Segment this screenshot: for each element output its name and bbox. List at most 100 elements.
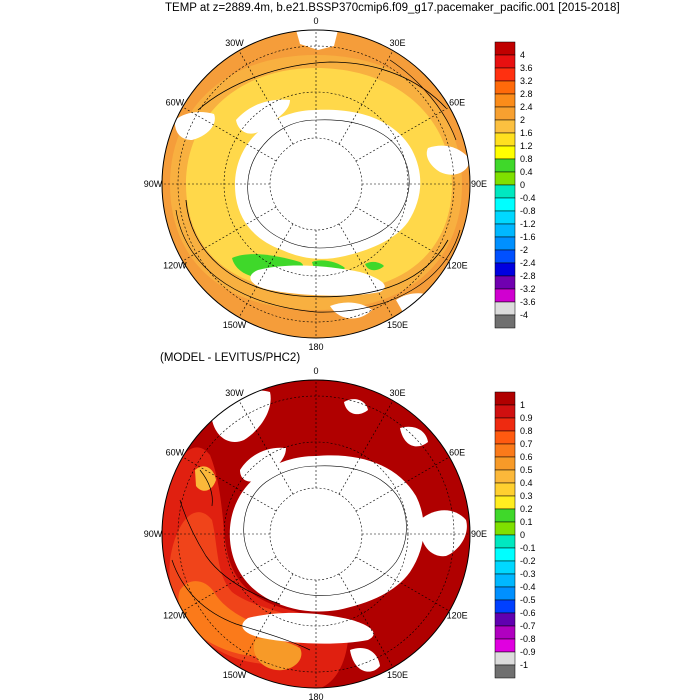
colorbar-swatch	[494, 482, 516, 497]
colorbar-label: 2	[520, 115, 525, 125]
colorbar-swatch	[494, 534, 516, 549]
colorbar-label: 0.3	[520, 491, 533, 501]
colorbar-swatch	[494, 521, 516, 536]
longitude-label: 30W	[225, 388, 244, 398]
meridian-line	[355, 556, 450, 612]
bottom-meridians	[162, 380, 470, 688]
colorbar-label: 0.8	[520, 426, 533, 436]
colorbar-swatch	[494, 184, 516, 199]
longitude-label: 180	[308, 342, 323, 352]
colorbar-swatch	[494, 391, 516, 406]
longitude-label: 60W	[166, 448, 185, 458]
colorbar-swatch	[494, 197, 516, 212]
colorbar-swatch	[494, 314, 516, 329]
colorbar-swatch	[494, 586, 516, 601]
colorbar-swatch	[494, 145, 516, 160]
meridian-line	[338, 223, 394, 318]
colorbar-label: 0.8	[520, 154, 533, 164]
longitude-label: 60E	[449, 98, 465, 108]
meridian-line	[238, 223, 294, 318]
meridian-line	[238, 400, 294, 495]
colorbar-swatch	[494, 80, 516, 95]
colorbar-swatch	[494, 599, 516, 614]
colorbar-label: -4	[520, 310, 528, 320]
colorbar-swatch	[494, 456, 516, 471]
colorbar-swatch	[494, 275, 516, 290]
meridian-line	[338, 50, 394, 145]
bottom-contour-line	[199, 469, 213, 507]
colorbar-label: 0.4	[520, 478, 533, 488]
antarctica-land	[229, 455, 424, 612]
colorbar-label: -0.4	[520, 582, 536, 592]
colorbar-swatch	[494, 119, 516, 134]
bottom-colorbar: 1 0.9 0.8 0.7 0.6 0.5 0.4 0.3 0.2 0.1 0 -0.1 -0.2 -0.…	[494, 391, 536, 679]
colorbar-swatch	[494, 625, 516, 640]
colorbar-swatch	[494, 651, 516, 666]
bottom-land-mask	[350, 647, 380, 672]
colorbar-label: 0.1	[520, 517, 533, 527]
top-polar-map: 0 30E 60E 90E 120E 150E 180 150W 120W 90W 60W 30W	[144, 16, 487, 352]
colorbar-label: -0.8	[520, 206, 536, 216]
colorbar-label: -0.2	[520, 556, 536, 566]
colorbar-label: -0.7	[520, 621, 536, 631]
longitude-label: 60W	[166, 98, 185, 108]
top-land-mask	[174, 112, 215, 140]
colorbar-label: 0.2	[520, 504, 533, 514]
top-land-mask	[296, 30, 338, 50]
longitude-label: 150W	[223, 670, 247, 680]
colorbar-swatch	[494, 495, 516, 510]
colorbar-label: 0.9	[520, 413, 533, 423]
bottom-map-border	[161, 379, 471, 689]
top-contour-line	[185, 199, 449, 298]
meridian-line	[355, 456, 450, 512]
meridian-line	[182, 456, 277, 512]
colorbar-label: 0	[520, 180, 525, 190]
colorbar-swatch	[494, 469, 516, 484]
longitude-label: 180	[308, 692, 323, 700]
longitude-label: 60E	[449, 448, 465, 458]
colorbar-label: -0.1	[520, 543, 536, 553]
colorbar-swatch	[494, 560, 516, 575]
longitude-label: 120E	[447, 261, 468, 271]
colorbar-label: -0.3	[520, 569, 536, 579]
colorbar-label: -2	[520, 245, 528, 255]
colorbar-swatch	[494, 288, 516, 303]
colorbar-swatch	[494, 67, 516, 82]
bottom-polar-map: 0 30E 60E 90E 120E 150E 180 150W 120W 90W 60W 30W	[144, 366, 487, 700]
antarctica-shelf	[242, 612, 374, 644]
colorbar-swatch	[494, 443, 516, 458]
colorbar-label: 2.8	[520, 89, 533, 99]
longitude-label: 0	[313, 366, 318, 376]
colorbar-swatch	[494, 664, 516, 679]
longitude-label: 150E	[387, 670, 408, 680]
colorbar-label: 3.2	[520, 76, 533, 86]
longitude-label: 120E	[447, 611, 468, 621]
colorbar-swatch	[494, 612, 516, 627]
meridian-line	[338, 400, 394, 495]
colorbar-swatch	[494, 41, 516, 56]
meridian-line	[355, 206, 450, 262]
colorbar-swatch	[494, 249, 516, 264]
colorbar-label: 0.4	[520, 167, 533, 177]
colorbar-swatch	[494, 638, 516, 653]
longitude-label: 30W	[225, 38, 244, 48]
colorbar-swatch	[494, 573, 516, 588]
bottom-land-mask	[400, 426, 428, 447]
bottom-land-mask	[419, 510, 467, 557]
longitude-label: 150W	[223, 320, 247, 330]
longitude-label: 120W	[163, 611, 187, 621]
bottom-land-mask	[344, 399, 368, 415]
colorbar-label: 1	[520, 400, 525, 410]
meridian-line	[182, 106, 277, 162]
longitude-label: 90W	[144, 179, 163, 189]
colorbar-swatch	[494, 106, 516, 121]
bottom-anomaly-band	[195, 466, 216, 491]
top-meridians	[162, 30, 470, 338]
top-contour-line	[389, 59, 457, 141]
colorbar-label: -1	[520, 660, 528, 670]
antarctica-shelf	[236, 99, 290, 134]
antarctica-coastline	[247, 119, 410, 249]
colorbar-label: -0.5	[520, 595, 536, 605]
antarctica-shelf	[250, 265, 385, 296]
top-map-border	[161, 29, 471, 339]
